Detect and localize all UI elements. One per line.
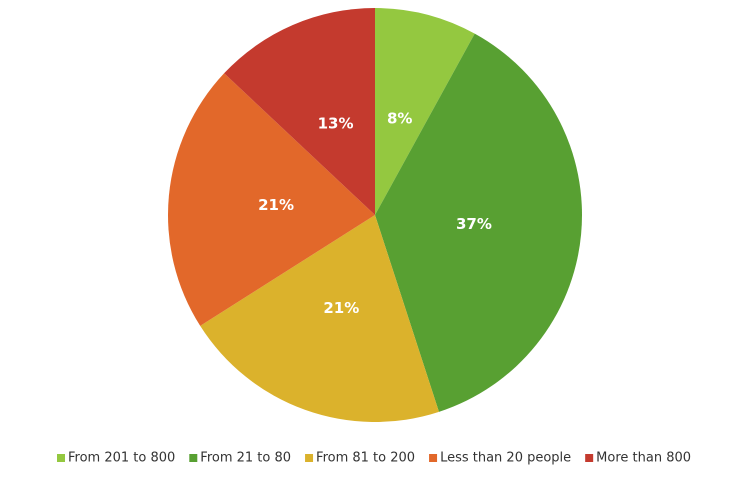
pie-slice bbox=[224, 7, 375, 215]
data-label: 21% bbox=[323, 299, 359, 317]
pie-slice bbox=[200, 215, 439, 422]
legend-label: More than 800 bbox=[596, 451, 691, 466]
pie-slice bbox=[375, 33, 582, 412]
data-label: 21% bbox=[258, 196, 294, 214]
legend-swatch bbox=[57, 454, 65, 462]
legend-label: From 201 to 800 bbox=[68, 451, 175, 466]
legend-label: Less than 20 people bbox=[440, 451, 571, 466]
legend-label: From 81 to 200 bbox=[316, 451, 415, 466]
data-label: 13% bbox=[318, 114, 354, 132]
data-label: 8% bbox=[387, 109, 412, 127]
legend-label: From 21 to 80 bbox=[200, 451, 291, 466]
legend-swatch bbox=[585, 454, 594, 462]
pie-slice bbox=[168, 73, 375, 326]
legend-swatch bbox=[429, 454, 438, 462]
data-label: 37% bbox=[456, 215, 492, 233]
pie-slice bbox=[375, 8, 475, 215]
legend-swatch bbox=[189, 454, 198, 462]
legend-swatch bbox=[305, 454, 314, 462]
